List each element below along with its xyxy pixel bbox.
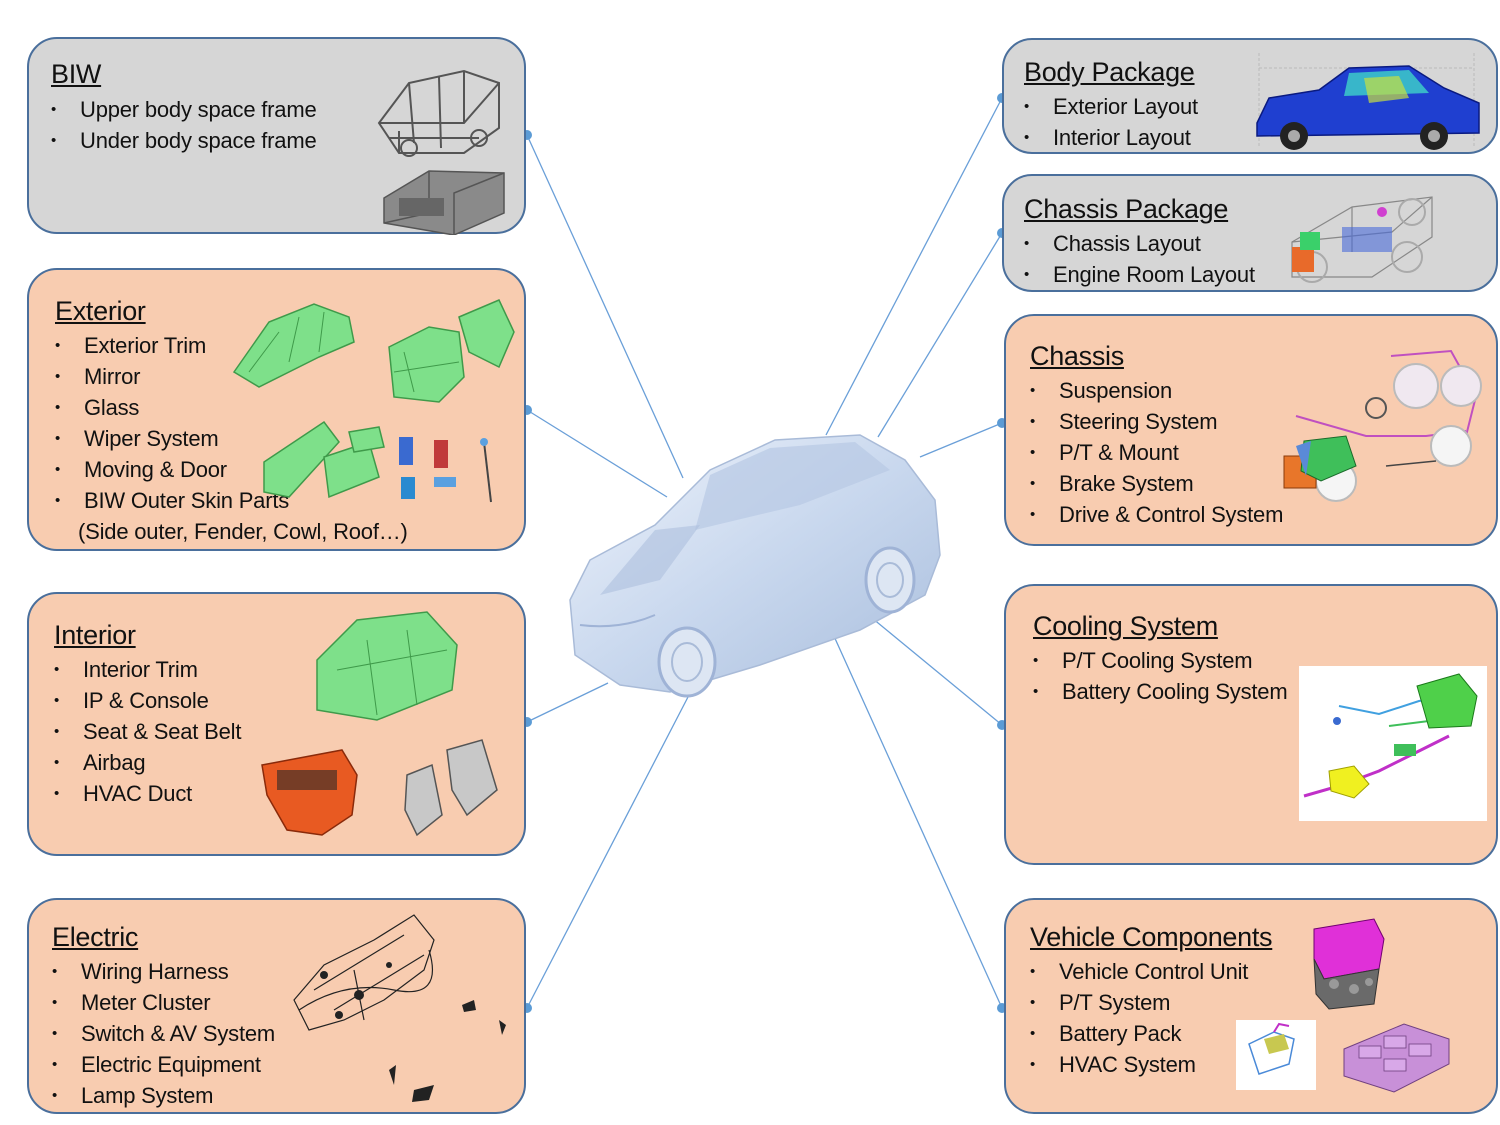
- chassis-package-icon: [1291, 196, 1433, 283]
- panel-electric: Electric • Wiring Harness • Meter Cluster …: [27, 898, 526, 1114]
- panel-body-package: Body Package • Exterior Layout • Interior …: [1002, 38, 1498, 154]
- list-item: • HVAC System: [1030, 1052, 1196, 1077]
- item-list-biw: • Upper body space frame • Under body spac…: [51, 94, 317, 156]
- panel-title-exterior: Exterior: [55, 296, 146, 326]
- list-item: • Lamp System: [52, 1083, 214, 1108]
- list-item: • Seat & Seat Belt: [54, 719, 242, 744]
- wiring-harness-icon: [293, 914, 506, 1102]
- panel-title-interior: Interior: [54, 620, 136, 650]
- item-list-body-package: • Exterior Layout • Interior Layout: [1024, 91, 1198, 153]
- panel-title-chassis-package: Chassis Package: [1024, 194, 1229, 224]
- list-item: • Upper body space frame: [51, 97, 317, 122]
- list-item: • Mirror: [55, 364, 141, 389]
- panel-title-vehicle-components: Vehicle Components: [1030, 922, 1273, 952]
- list-item: • Steering System: [1030, 409, 1218, 434]
- list-item: • Under body space frame: [51, 128, 317, 153]
- panel-interior: Interior • Interior Trim • IP & Console • S…: [27, 592, 526, 856]
- list-item: • Electric Equipment: [52, 1052, 261, 1077]
- list-item-continuation: (Side outer, Fender, Cowl, Roof…): [78, 519, 408, 544]
- item-list-chassis-package: • Chassis Layout • Engine Room Layout: [1024, 228, 1255, 290]
- panel-title-chassis: Chassis: [1030, 341, 1124, 371]
- list-item: • Battery Cooling System: [1033, 679, 1288, 704]
- list-item: • Meter Cluster: [52, 990, 211, 1015]
- list-item: • Battery Pack: [1030, 1021, 1182, 1046]
- biw-frame-icon: [377, 69, 505, 235]
- list-item: • Exterior Layout: [1024, 94, 1198, 119]
- item-list-electric: • Wiring Harness • Meter Cluster • Switch &…: [52, 956, 275, 1111]
- panel-vehicle-components: Vehicle Components • Vehicle Control Unit…: [1004, 898, 1498, 1114]
- list-item: • P/T System: [1030, 990, 1171, 1015]
- list-item: • Engine Room Layout: [1024, 262, 1255, 287]
- panel-title-cooling-system: Cooling System: [1033, 611, 1218, 641]
- interior-parts-icon: [261, 611, 498, 837]
- panel-chassis: Chassis • Suspension • Steering System • P/…: [1004, 314, 1498, 546]
- exterior-parts-icon: [232, 299, 515, 503]
- panel-exterior: Exterior • Exterior Trim • Mirror • Glass •…: [27, 268, 526, 551]
- panel-title-body-package: Body Package: [1024, 57, 1195, 87]
- body-package-icon: [1256, 53, 1480, 150]
- list-item: • Exterior Trim: [55, 333, 207, 358]
- list-item: • Glass: [55, 395, 140, 420]
- list-item: • Interior Trim: [54, 657, 198, 682]
- list-item: • Wiring Harness: [52, 959, 229, 984]
- cooling-system-icon: [1299, 666, 1487, 821]
- list-item: • Brake System: [1030, 471, 1194, 496]
- panel-title-biw: BIW: [51, 59, 102, 89]
- panel-chassis-package: Chassis Package • Chassis Layout • Engine …: [1002, 174, 1498, 292]
- car-icon: [569, 434, 941, 698]
- list-item: • IP & Console: [54, 688, 209, 713]
- list-item: • Drive & Control System: [1030, 502, 1284, 527]
- list-item: • Switch & AV System: [52, 1021, 276, 1046]
- item-list-chassis: • Suspension • Steering System • P/T & Moun…: [1030, 375, 1283, 530]
- item-list-exterior: • Exterior Trim • Mirror • Glass • Wiper Sys…: [55, 330, 408, 547]
- list-item: • HVAC Duct: [54, 781, 193, 806]
- chassis-icon: [1283, 349, 1482, 502]
- list-item: • P/T Cooling System: [1033, 648, 1253, 673]
- list-item: • Suspension: [1030, 378, 1172, 403]
- list-item: • Moving & Door: [55, 457, 227, 482]
- list-item: • BIW Outer Skin Parts: [55, 488, 290, 513]
- list-item: • P/T & Mount: [1030, 440, 1179, 465]
- list-item: • Chassis Layout: [1024, 231, 1201, 256]
- item-list-cooling-system: • P/T Cooling System • Battery Cooling Sys…: [1033, 645, 1288, 707]
- list-item: • Interior Layout: [1024, 125, 1191, 150]
- panel-biw: BIW • Upper body space frame • Under body …: [27, 37, 526, 235]
- panel-title-electric: Electric: [52, 922, 139, 952]
- item-list-vehicle-components: • Vehicle Control Unit • P/T System • Batte…: [1030, 956, 1248, 1080]
- list-item: • Airbag: [54, 750, 146, 775]
- panel-cooling-system: Cooling System • P/T Cooling System • Batt…: [1004, 584, 1498, 865]
- item-list-interior: • Interior Trim • IP & Console • Seat & Sea…: [54, 654, 241, 809]
- list-item: • Wiper System: [55, 426, 219, 451]
- list-item: • Vehicle Control Unit: [1030, 959, 1249, 984]
- vehicle-components-icon: [1236, 918, 1450, 1093]
